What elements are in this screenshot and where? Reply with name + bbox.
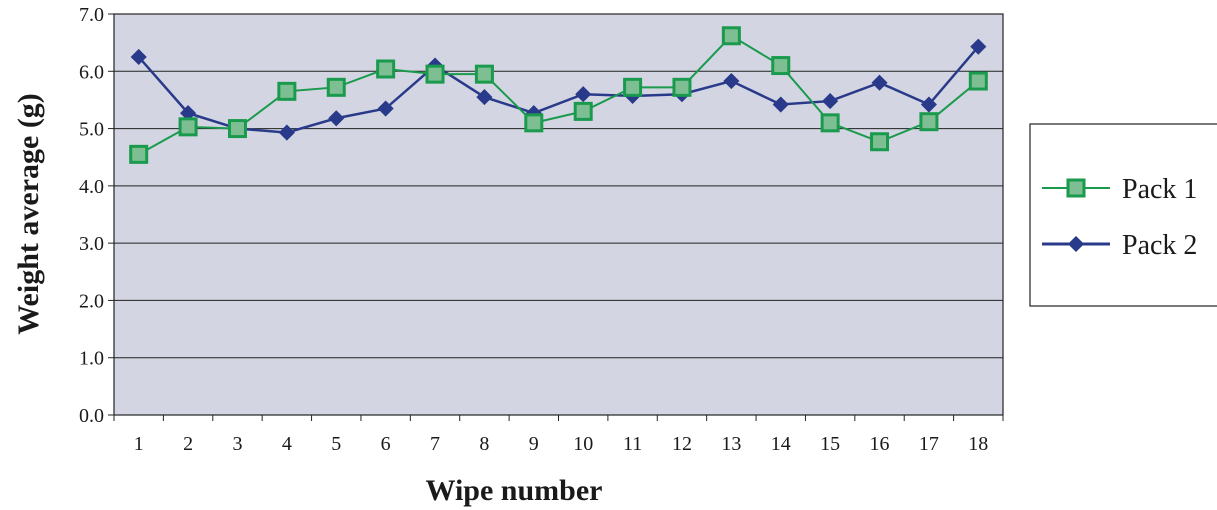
data-point (672, 77, 692, 97)
legend-marker (1066, 178, 1086, 198)
x-tick-label: 14 (771, 433, 791, 455)
data-point (573, 101, 593, 121)
x-axis-title: Wipe number (426, 474, 603, 507)
series-pack-1 (129, 26, 988, 164)
x-tick-label: 11 (623, 433, 642, 455)
data-point (772, 96, 789, 113)
y-tick-label: 5.0 (79, 119, 104, 141)
legend-marker (1067, 235, 1085, 253)
x-tick-label: 16 (870, 433, 890, 455)
x-tick-label: 18 (968, 433, 988, 455)
y-tick-label: 0.0 (79, 405, 104, 427)
series-line (137, 45, 980, 134)
data-point (723, 72, 740, 90)
y-tick-label: 4.0 (79, 176, 104, 198)
y-tick-label: 1.0 (79, 348, 104, 370)
data-point (524, 113, 544, 133)
data-point (870, 132, 890, 152)
legend-box (1029, 123, 1217, 307)
data-point (476, 89, 493, 106)
data-point (474, 64, 494, 84)
x-tick-label: 10 (573, 433, 593, 455)
data-point (376, 59, 396, 79)
data-point (277, 81, 297, 101)
data-point (970, 38, 987, 55)
data-point (721, 26, 741, 46)
x-tick-label: 6 (381, 433, 391, 455)
x-tick-label: 1 (134, 433, 144, 455)
x-tick-label: 4 (282, 433, 292, 455)
legend-label: Pack 2 (1122, 230, 1197, 261)
gridlines (114, 70, 1003, 359)
data-point (820, 113, 840, 133)
data-point (328, 110, 345, 127)
x-tick-label: 13 (721, 433, 741, 455)
data-point (377, 100, 394, 117)
legend-entry: Pack 1 (1042, 174, 1197, 205)
x-tick-label: 15 (820, 433, 840, 455)
y-tick-label: 3.0 (79, 233, 104, 255)
data-point (871, 74, 888, 91)
x-tick-label: 7 (430, 433, 440, 455)
data-point (822, 93, 839, 110)
x-tick-label: 9 (529, 433, 539, 455)
x-tick-label: 8 (479, 433, 489, 455)
axes: 0.01.02.03.04.05.06.07.01 2 3 4 5 6 7 8 9 10 11 12 1… (79, 4, 1004, 455)
data-point (326, 77, 346, 97)
data-point (575, 86, 592, 103)
data-point (623, 77, 643, 97)
series-lines (129, 26, 988, 164)
legend-entry: Pack 2 (1042, 230, 1197, 261)
data-point (130, 48, 147, 66)
data-point (771, 56, 791, 76)
data-point (129, 144, 149, 164)
y-tick-label: 6.0 (79, 61, 104, 83)
x-tick-label: 17 (919, 433, 939, 455)
data-point (227, 119, 247, 139)
y-tick-label: 7.0 (79, 4, 104, 26)
data-point (278, 124, 295, 141)
y-axis-title: Weight average (g) (12, 93, 45, 335)
data-point (178, 117, 198, 137)
data-point (425, 64, 445, 84)
y-tick-label: 2.0 (79, 290, 104, 312)
data-point (920, 96, 937, 113)
x-tick-label: 2 (183, 433, 193, 455)
data-point (968, 71, 988, 91)
x-tick-label: 3 (232, 433, 242, 455)
plot-area (113, 13, 1004, 416)
legend: Pack 1 Pack 2 (1029, 123, 1217, 307)
data-point (919, 112, 939, 132)
x-tick-label: 5 (331, 433, 341, 455)
legend-label: Pack 1 (1122, 174, 1197, 205)
x-tick-label: 12 (672, 433, 692, 455)
